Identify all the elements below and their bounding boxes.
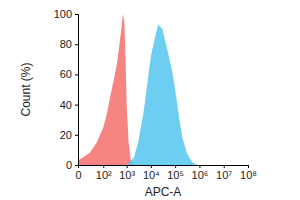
y-tick: 40 [60,99,78,111]
histogram-area [78,14,134,165]
chart: 0 10² 10³ 10⁴ 10⁵ 10⁶ 10⁷ 10⁸ 0 20 40 60 80 100 APC-A C… [0,0,300,200]
y-tick-label: 100 [54,8,72,20]
x-tick: 10⁸ [240,165,257,181]
x-tick-label: 10³ [119,169,135,181]
y-tick-mark [75,14,78,15]
x-tick: 10² [96,165,112,181]
y-tick-label: 40 [60,99,72,111]
x-tick-mark [127,165,128,168]
x-tick-label: 10⁵ [167,169,184,181]
x-tick: 0 [75,165,81,181]
x-tick-mark [103,165,104,168]
x-tick: 10³ [119,165,135,181]
x-tick-mark [224,165,225,168]
y-tick-mark [75,105,78,106]
y-tick-label: 20 [60,129,72,141]
x-tick-label: 10⁸ [240,169,257,181]
x-tick: 10⁴ [143,165,160,181]
y-tick-mark [75,44,78,45]
x-tick-mark [248,165,249,168]
y-tick: 20 [60,129,78,141]
x-tick-label: 10⁶ [192,169,209,181]
x-tick: 10⁷ [216,165,232,181]
x-axis: 0 10² 10³ 10⁴ 10⁵ 10⁶ 10⁷ 10⁸ [75,165,257,181]
x-tick-mark [151,165,152,168]
x-tick-label: 10² [96,169,112,181]
y-tick-mark [75,135,78,136]
y-axis-title: Count (%) [19,62,33,116]
y-tick-label: 0 [66,159,72,171]
x-tick-label: 10⁷ [216,169,232,181]
y-tick-label: 60 [60,68,72,80]
marks [78,14,197,165]
y-tick: 100 [54,8,78,20]
x-tick-mark [175,165,176,168]
y-tick-mark [75,74,78,75]
x-tick-label: 0 [75,169,81,181]
x-tick-label: 10⁴ [143,169,160,181]
x-tick: 10⁶ [192,165,209,181]
y-tick-mark [75,165,78,166]
histogram-area [127,25,197,165]
x-axis-line [79,166,249,169]
x-tick-mark [199,165,200,168]
y-tick-label: 80 [60,38,72,50]
y-tick: 0 [66,159,78,171]
y-tick: 80 [60,38,78,50]
y-axis-line [75,15,79,166]
y-axis: 0 20 40 60 80 100 [54,8,79,171]
y-tick: 60 [60,68,78,80]
plot: 0 10² 10³ 10⁴ 10⁵ 10⁶ 10⁷ 10⁸ 0 20 40 60 80 100 [54,8,257,181]
x-tick: 10⁵ [167,165,184,181]
x-axis-title: APC-A [145,185,182,199]
